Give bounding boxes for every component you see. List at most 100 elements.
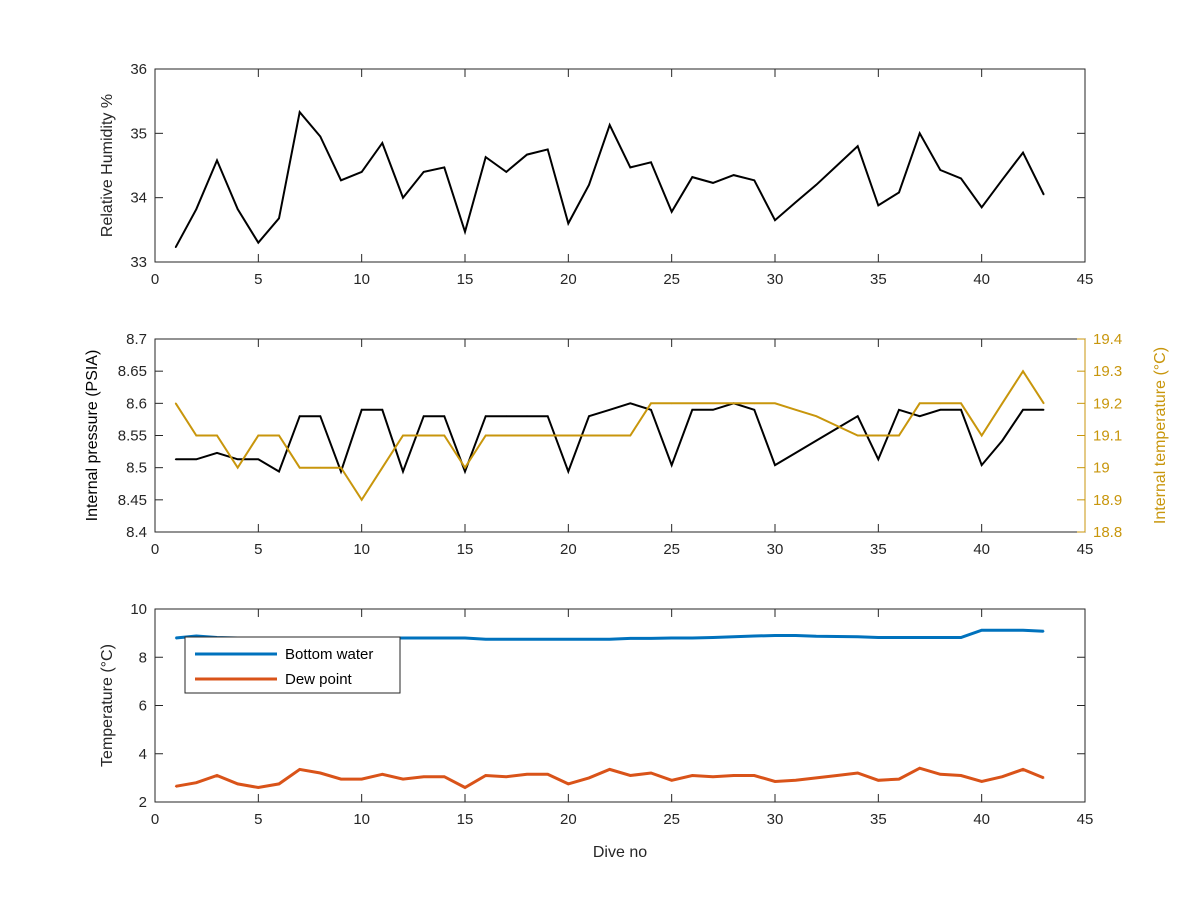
data-point	[836, 164, 838, 167]
data-point	[257, 786, 260, 789]
data-point	[815, 777, 818, 779]
data-point	[422, 415, 425, 418]
data-point	[216, 774, 218, 777]
data-point	[753, 408, 756, 411]
data-point	[588, 638, 590, 640]
y-tick-label: 8.45	[118, 492, 147, 509]
data-point	[464, 230, 466, 233]
data-point	[753, 774, 756, 777]
data-point	[278, 783, 280, 785]
data-point	[1022, 370, 1024, 372]
data-point	[195, 458, 198, 461]
y-tick-label: 8	[139, 649, 147, 666]
x-tick-label: 15	[457, 541, 474, 558]
y-tick-label: 35	[130, 125, 147, 142]
y-tick-label: 8.4	[126, 524, 147, 541]
data-point	[443, 637, 446, 639]
data-point	[794, 452, 797, 454]
data-point	[298, 466, 301, 469]
data-point	[546, 434, 549, 437]
x-tick-label: 20	[560, 541, 577, 558]
data-point	[960, 408, 962, 411]
data-point	[526, 434, 528, 437]
data-point	[505, 775, 508, 778]
data-point	[608, 768, 611, 771]
y-axis-label: Relative Humidity %	[99, 94, 116, 237]
data-point	[360, 408, 363, 411]
x-tick-label: 10	[353, 541, 370, 558]
data-point	[815, 184, 818, 186]
x-tick-label: 35	[870, 271, 887, 288]
data-point	[670, 464, 673, 466]
data-point	[340, 778, 342, 780]
data-point	[856, 415, 859, 418]
data-point	[670, 211, 673, 213]
data-point	[980, 629, 983, 632]
y-tick-label-right: 18.8	[1093, 524, 1122, 541]
data-point	[753, 179, 756, 182]
data-point	[980, 434, 983, 437]
data-point	[629, 402, 632, 405]
data-point	[236, 208, 239, 211]
data-point	[381, 142, 384, 144]
data-point	[298, 415, 301, 418]
data-point	[877, 636, 880, 639]
y-tick-label-right: 19.4	[1093, 331, 1122, 348]
y-tick-label: 8.5	[126, 460, 147, 477]
series-points	[174, 370, 1045, 501]
data-point	[918, 132, 921, 135]
y-tick-label: 8.65	[118, 363, 147, 380]
data-point	[691, 176, 694, 178]
data-point	[588, 415, 590, 418]
data-point	[278, 217, 280, 220]
data-point	[774, 219, 776, 221]
data-point	[402, 434, 404, 437]
data-point	[1001, 775, 1004, 778]
y-tick-label: 8.55	[118, 428, 147, 445]
data-point	[691, 402, 694, 405]
y-tick-label: 2	[139, 794, 147, 811]
data-point	[174, 637, 177, 639]
data-point	[257, 434, 260, 437]
x-tick-label: 35	[870, 541, 887, 558]
data-point	[567, 470, 570, 473]
series-points	[174, 111, 1045, 249]
x-tick-label: 45	[1077, 811, 1094, 828]
data-point	[1042, 408, 1045, 411]
data-point	[1001, 178, 1004, 181]
y-tick-label-right: 19.3	[1093, 363, 1122, 380]
data-point	[464, 466, 466, 469]
data-point	[1042, 630, 1045, 632]
data-point	[1001, 402, 1004, 405]
data-point	[774, 780, 776, 783]
data-point	[794, 408, 797, 411]
data-point	[732, 402, 735, 405]
x-tick-label: 20	[560, 271, 577, 288]
data-point	[1022, 629, 1024, 632]
data-point	[195, 434, 198, 437]
data-point	[174, 402, 177, 405]
data-point	[360, 171, 363, 173]
x-tick-label: 40	[973, 811, 990, 828]
x-tick-label: 30	[767, 541, 784, 558]
data-point	[691, 774, 694, 777]
data-point	[856, 635, 859, 638]
data-point	[526, 415, 528, 418]
data-point	[464, 470, 466, 473]
y-tick-label: 36	[130, 61, 147, 78]
data-point	[980, 780, 983, 783]
data-point	[794, 201, 797, 203]
data-point	[422, 434, 425, 437]
data-point	[526, 153, 528, 156]
data-point	[381, 408, 384, 411]
data-point	[340, 466, 342, 469]
data-point	[340, 470, 342, 473]
legend-box	[184, 636, 401, 694]
data-point	[712, 408, 714, 411]
data-point	[567, 434, 570, 437]
axes-box	[154, 68, 1086, 263]
y-tick-label-right: 18.9	[1093, 492, 1122, 509]
data-point	[650, 637, 652, 640]
data-point	[650, 402, 652, 405]
data-point	[1001, 439, 1004, 442]
